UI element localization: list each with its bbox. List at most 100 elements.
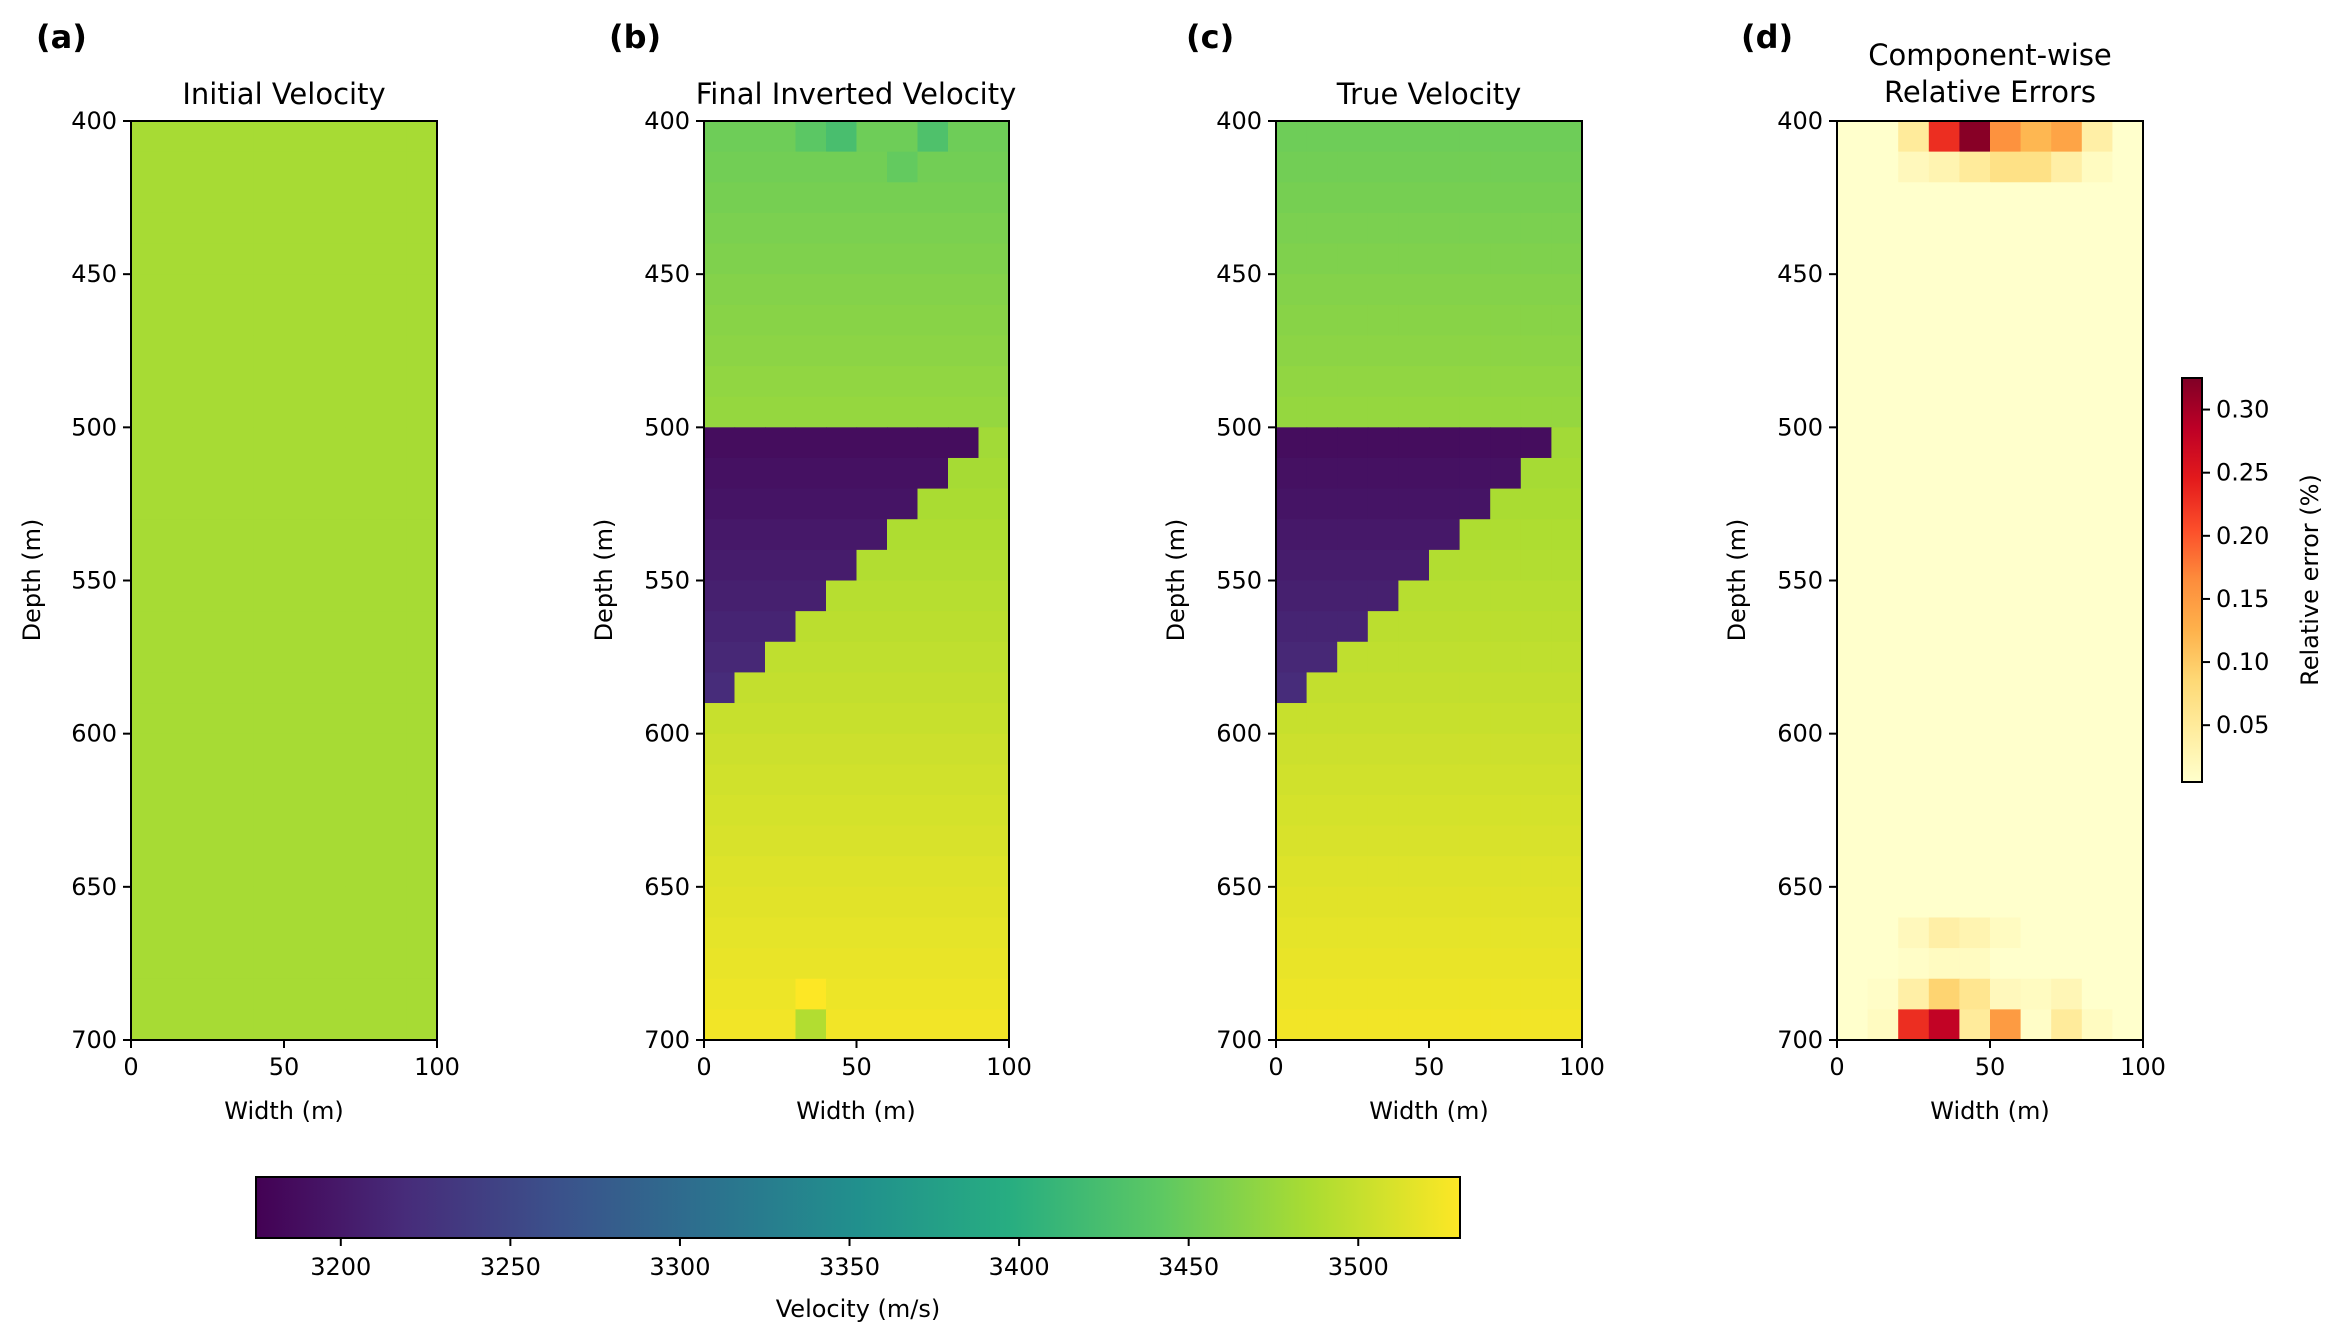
heatmap-cell xyxy=(1367,519,1399,551)
heatmap-cell xyxy=(734,396,766,428)
heatmap-cell xyxy=(765,457,797,490)
heatmap-cell xyxy=(161,366,193,398)
heatmap-cell xyxy=(1337,794,1369,827)
heatmap-cell xyxy=(1367,672,1399,704)
heatmap-cell xyxy=(826,978,858,1010)
heatmap-cell xyxy=(1837,978,1869,1010)
heatmap-cell xyxy=(253,611,285,643)
heatmap-cell xyxy=(2112,856,2144,888)
heatmap-cell xyxy=(345,121,377,153)
heatmap-cell xyxy=(2020,274,2052,306)
heatmap-cell xyxy=(406,488,438,520)
heatmap-cell xyxy=(314,366,346,398)
heatmap-cell xyxy=(1898,917,1930,949)
heatmap-cell xyxy=(2112,978,2144,1010)
heatmap-cell xyxy=(917,917,949,949)
heatmap-cell xyxy=(375,396,407,428)
heatmap-cell xyxy=(704,764,736,796)
heatmap-cell xyxy=(406,917,438,949)
heatmap-cell xyxy=(734,488,766,520)
heatmap-cell xyxy=(161,457,193,490)
heatmap-cell xyxy=(704,304,736,337)
heatmap-cell xyxy=(406,335,438,367)
heatmap-cell xyxy=(2051,121,2083,153)
heatmap-cell xyxy=(375,886,407,919)
heatmap-cell xyxy=(765,917,797,949)
heatmap-cell xyxy=(1276,121,1308,153)
heatmap-cell xyxy=(1306,121,1338,153)
heatmap-cell xyxy=(1959,948,1991,980)
heatmap-cell xyxy=(406,794,438,827)
heatmap-cell xyxy=(1429,886,1461,919)
heatmap-cell xyxy=(1459,457,1491,490)
heatmap-cell xyxy=(1306,151,1338,183)
heatmap-cell xyxy=(345,1009,377,1041)
y-tick-label: 400 xyxy=(1777,107,1823,135)
y-tick-label: 650 xyxy=(644,873,690,901)
heatmap-cell xyxy=(1551,764,1583,796)
heatmap-cell xyxy=(2020,121,2052,153)
heatmap-cell xyxy=(1520,427,1552,459)
heatmap-cell xyxy=(1367,396,1399,428)
heatmap-cell xyxy=(1959,886,1991,919)
x-tick-label: 50 xyxy=(269,1053,300,1081)
y-tick-label: 550 xyxy=(1777,567,1823,595)
heatmap-cell xyxy=(1928,366,1960,398)
heatmap-cell xyxy=(734,917,766,949)
heatmap-cell xyxy=(375,457,407,490)
heatmap-cell xyxy=(1520,457,1552,490)
heatmap-cell xyxy=(1551,396,1583,428)
x-axis-label: Width (m) xyxy=(796,1097,915,1125)
heatmap-cell xyxy=(795,396,827,428)
heatmap-cell xyxy=(222,519,254,551)
heatmap-cell xyxy=(1306,641,1338,673)
y-tick-label: 600 xyxy=(644,720,690,748)
heatmap-cell xyxy=(345,243,377,275)
heatmap-cell xyxy=(795,274,827,306)
heatmap-cell xyxy=(1367,825,1399,857)
heatmap-cell xyxy=(375,917,407,949)
heatmap-cell xyxy=(948,457,980,490)
heatmap-cell xyxy=(1867,856,1899,888)
heatmap-cell xyxy=(795,764,827,796)
heatmap-cell xyxy=(192,641,224,673)
heatmap-cell xyxy=(2081,151,2113,183)
heatmap-cell xyxy=(1928,794,1960,827)
heatmap-cell xyxy=(375,733,407,765)
heatmap-cell xyxy=(1928,948,1960,980)
heatmap-cell xyxy=(826,121,858,153)
heatmap-cell xyxy=(856,519,888,551)
heatmap-cell xyxy=(314,703,346,735)
heatmap-cell xyxy=(948,856,980,888)
heatmap-cell xyxy=(406,396,438,428)
heatmap-cell xyxy=(1429,151,1461,183)
heatmap-cell xyxy=(1990,121,2022,153)
heatmap-cell xyxy=(161,335,193,367)
heatmap-cell xyxy=(1990,366,2022,398)
error-colorbar-tick-label: 0.25 xyxy=(2216,459,2269,487)
heatmap-cell xyxy=(978,366,1010,398)
heatmap-cell xyxy=(856,703,888,735)
heatmap-cell xyxy=(978,733,1010,765)
heatmap-cell xyxy=(2051,672,2083,704)
heatmap-cell xyxy=(375,580,407,612)
heatmap-cell xyxy=(978,396,1010,428)
y-tick-label: 500 xyxy=(1777,413,1823,441)
heatmap-cell xyxy=(1398,519,1430,551)
heatmap-cell xyxy=(1928,580,1960,612)
heatmap-cell xyxy=(1367,457,1399,490)
heatmap-cell xyxy=(345,549,377,582)
heatmap-cell xyxy=(406,703,438,735)
velocity-colorbar-gradient xyxy=(255,1176,1461,1239)
heatmap-cell xyxy=(2112,672,2144,704)
heatmap-cell xyxy=(161,825,193,857)
panel-d: (d) Component-wise Relative Errors 0 50 10… xyxy=(1723,18,2166,1125)
heatmap-cell xyxy=(2112,427,2144,459)
heatmap-cell xyxy=(222,274,254,306)
heatmap-cell xyxy=(1337,243,1369,275)
heatmap-cell xyxy=(192,794,224,827)
heatmap-cell xyxy=(765,641,797,673)
heatmap-cell xyxy=(161,641,193,673)
heatmap-cell xyxy=(1276,549,1308,582)
heatmap-cell xyxy=(1990,151,2022,183)
